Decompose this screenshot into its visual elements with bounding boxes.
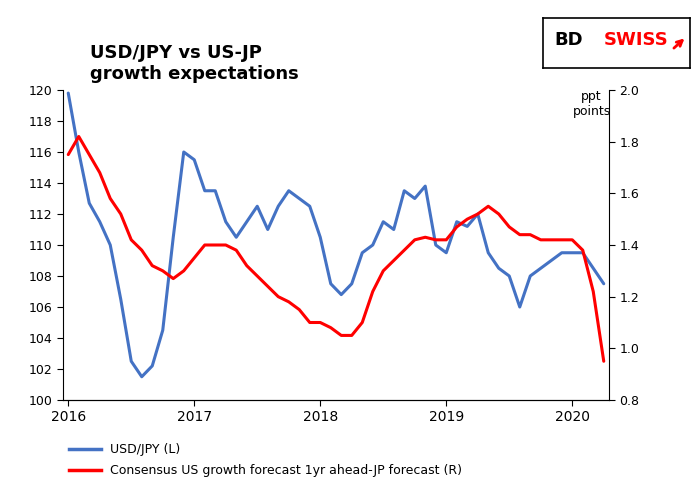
Text: SWISS: SWISS bbox=[604, 31, 669, 49]
Legend: USD/JPY (L), Consensus US growth forecast 1yr ahead-JP forecast (R): USD/JPY (L), Consensus US growth forecas… bbox=[69, 444, 463, 477]
Text: USD/JPY vs US-JP
growth expectations: USD/JPY vs US-JP growth expectations bbox=[90, 44, 299, 83]
Text: ppt
points: ppt points bbox=[573, 90, 610, 118]
Text: BD: BD bbox=[554, 31, 583, 49]
